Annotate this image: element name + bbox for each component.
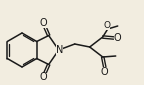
Text: O: O <box>114 33 122 43</box>
Text: O: O <box>40 73 48 83</box>
Text: O: O <box>101 67 109 77</box>
Text: O: O <box>40 18 48 28</box>
Text: N: N <box>56 45 63 55</box>
Text: O: O <box>103 21 110 30</box>
